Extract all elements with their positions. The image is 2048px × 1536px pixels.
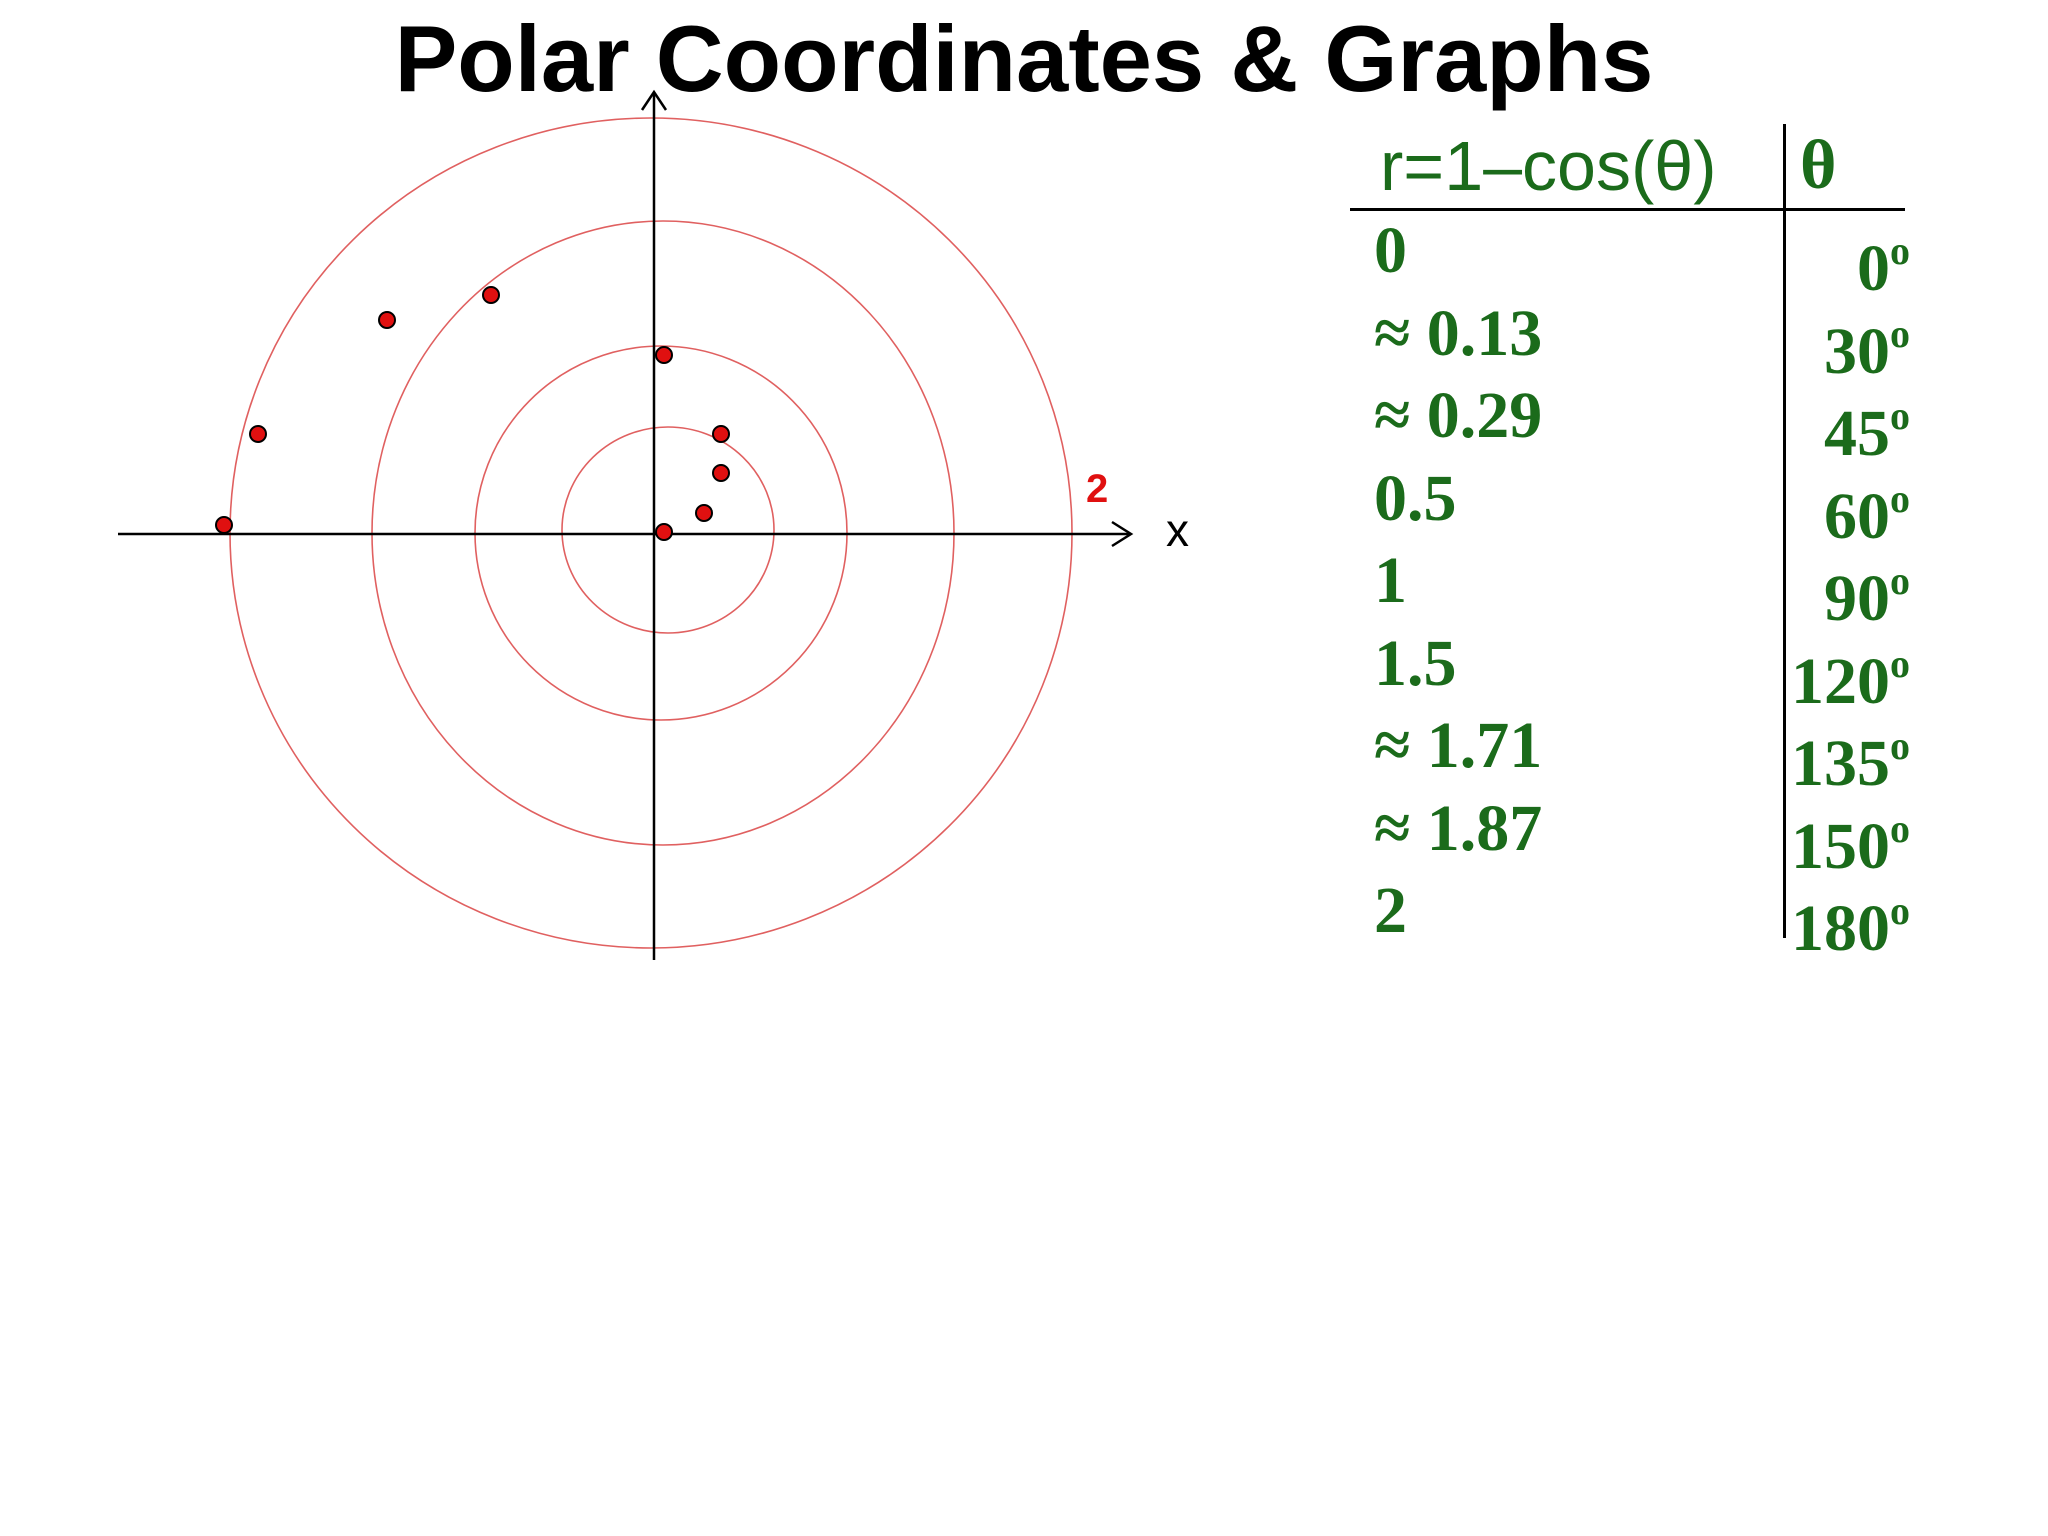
degree-symbol: o [1890, 723, 1910, 768]
theta-number: 120 [1791, 644, 1890, 718]
cell-theta-value: 30o [1750, 293, 1910, 393]
polar-plot: x 2 [118, 89, 1189, 960]
theta-number: 30 [1824, 314, 1890, 388]
table-row: ≈ 1.87 150o [1350, 788, 1910, 883]
header-r: r=1–cos(θ) [1380, 127, 1717, 205]
degree-symbol: o [1890, 805, 1910, 851]
x-axis-label: x [1166, 504, 1189, 556]
degree-symbol: o [1890, 888, 1910, 933]
data-point [695, 504, 713, 522]
cell-theta-value: 90o [1750, 540, 1910, 640]
data-point [712, 425, 730, 443]
degree-symbol: o [1890, 393, 1910, 438]
cell-r-value: 2 [1374, 874, 1407, 947]
axes [118, 89, 1134, 960]
cell-r-value: ≈ 1.87 [1374, 791, 1543, 865]
table-row: ≈ 0.13 30o [1350, 293, 1910, 388]
cell-theta-value: 150o [1750, 788, 1910, 888]
radius-label: 2 [1086, 467, 1108, 511]
cell-theta-value: 60o [1750, 458, 1910, 558]
data-point [482, 286, 500, 304]
cell-theta-value: 120o [1750, 623, 1910, 723]
data-point [655, 346, 673, 364]
header-divider [1350, 208, 1905, 211]
table-row: 1.5 120o [1350, 623, 1910, 718]
cell-r-value: 0 [1374, 214, 1407, 287]
cell-r-value: ≈ 0.29 [1374, 379, 1543, 452]
cell-r-value: ≈ 0.13 [1374, 296, 1543, 370]
theta-number: 180 [1791, 892, 1890, 965]
column-divider [1783, 124, 1786, 938]
x-axis-arrowhead [1111, 520, 1134, 548]
degree-symbol: o [1890, 310, 1910, 356]
degree-symbol: o [1890, 228, 1910, 273]
cell-r-value: 1.5 [1374, 626, 1457, 700]
data-points [215, 286, 730, 541]
theta-number: 150 [1791, 809, 1890, 883]
page-title: Polar Coordinates & Graphs [394, 6, 1654, 111]
table-row: 0 0o [1350, 210, 1910, 305]
data-point [249, 425, 267, 443]
data-point [712, 464, 730, 482]
y-axis-arrowhead [640, 89, 668, 111]
cell-theta-value: 45o [1750, 375, 1910, 475]
data-point [215, 516, 233, 534]
cell-theta-value: 180o [1750, 870, 1910, 970]
header-theta: θ [1800, 127, 1837, 204]
degree-symbol: o [1890, 640, 1910, 686]
table-row: ≈ 1.71 135o [1350, 705, 1910, 800]
cell-theta-value: 0o [1750, 210, 1910, 310]
data-point [378, 311, 396, 329]
theta-number: 45 [1824, 397, 1890, 470]
cell-r-value: 0.5 [1374, 461, 1457, 535]
polar-circle [561, 426, 775, 634]
data-point [655, 523, 673, 541]
table-row: 1 90o [1350, 540, 1910, 635]
theta-number: 90 [1824, 562, 1890, 635]
table-row: 2 180o [1350, 870, 1910, 965]
table-row: ≈ 0.29 45o [1350, 375, 1910, 470]
theta-number: 60 [1824, 479, 1890, 553]
cell-theta-value: 135o [1750, 705, 1910, 805]
degree-symbol: o [1890, 475, 1910, 521]
cell-r-value: ≈ 1.71 [1374, 709, 1543, 782]
cell-r-value: 1 [1374, 544, 1407, 617]
degree-symbol: o [1890, 558, 1910, 603]
theta-number: 135 [1791, 727, 1890, 800]
table-row: 0.5 60o [1350, 458, 1910, 553]
theta-number: 0 [1857, 232, 1890, 305]
value-table: r=1–cos(θ) θ 0 0o ≈ 0.13 30o ≈ 0.29 45o 0.5 60o… [1350, 120, 1930, 965]
